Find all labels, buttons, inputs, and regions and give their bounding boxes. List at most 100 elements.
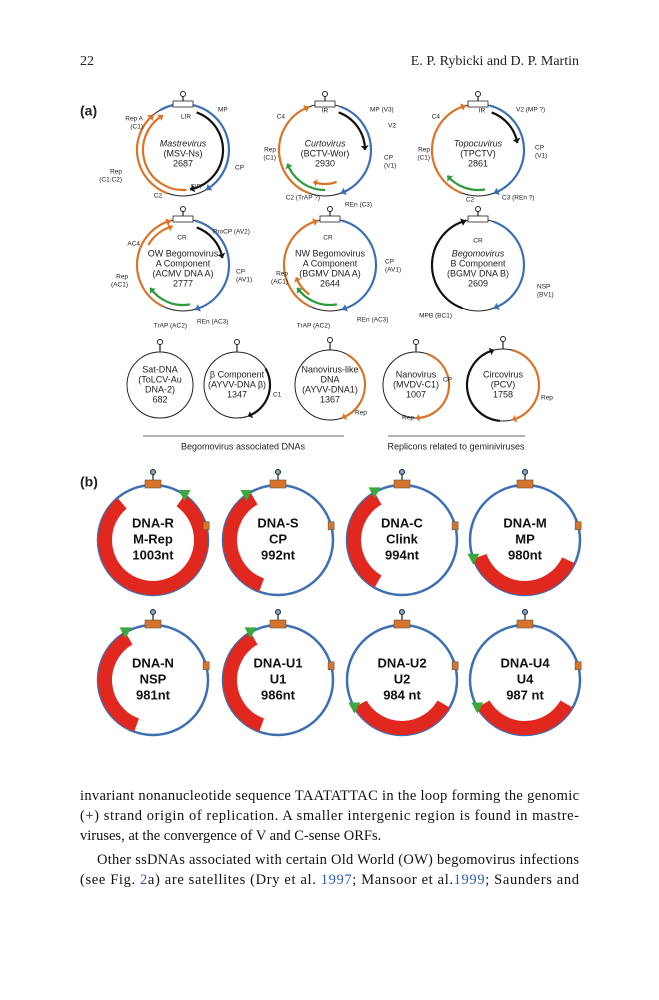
arrowhead	[488, 347, 494, 356]
body-line: (see Fig. 2a) are satellites (Dry et al.…	[80, 872, 580, 888]
orf-annotation: IR	[479, 108, 486, 115]
arrowhead	[493, 302, 500, 310]
genome-label: U4	[517, 671, 534, 686]
orf-arc	[277, 105, 310, 195]
orf-arc	[512, 349, 541, 421]
loop	[327, 337, 333, 343]
genome-label: (BGMV DNA B)	[447, 268, 509, 278]
orf-annotation: SIR	[191, 184, 202, 191]
genome-label: DNA-N	[132, 655, 174, 670]
orf-arc	[489, 104, 526, 195]
motif-box	[202, 661, 210, 671]
orf-annotation: ProCP (AV2)	[213, 229, 250, 236]
genome-label: DNA-2)	[145, 384, 175, 394]
arrowhead	[189, 184, 196, 193]
intergenic-box	[144, 619, 162, 629]
genome-label: B Component	[450, 258, 506, 268]
genome-label: 2777	[173, 278, 193, 288]
loop	[475, 91, 481, 97]
orf-annotation: C3 (REn ?)	[502, 195, 535, 202]
genome-label: DNA-C	[381, 515, 423, 530]
motif-box	[202, 521, 210, 531]
orf-annotation: TrAP (AC2)	[154, 323, 187, 330]
arrowhead	[416, 413, 420, 422]
genome-label: (MSV-Ns)	[164, 148, 203, 158]
motif-box	[574, 521, 582, 531]
genome-label: Sat-DNA	[142, 364, 178, 374]
orf-annotation: NSP	[537, 284, 550, 291]
orf-arc	[135, 113, 168, 195]
orf-annotation: (C1:C2)	[99, 177, 122, 184]
orf-annotation: MP (V3)	[370, 107, 394, 114]
orf-annotation: Rep	[276, 271, 288, 278]
orf-annotation: (C1)	[263, 155, 276, 162]
orf-annotation: V2	[388, 123, 396, 130]
orf-arc	[493, 220, 526, 310]
orf-annotation: CP	[535, 145, 544, 152]
loop	[157, 339, 163, 345]
intergenic-box	[393, 479, 411, 489]
orf-arc	[477, 700, 573, 735]
intergenic-box	[393, 619, 411, 629]
orf-annotation: TrAP (AC2)	[297, 323, 330, 330]
caption: Begomovirus associated DNAs	[181, 441, 306, 451]
genome-label: 2930	[315, 158, 335, 168]
loop	[475, 206, 481, 212]
panel-label: (b)	[80, 474, 98, 490]
orf-arc	[194, 219, 231, 311]
motif-box	[327, 521, 335, 531]
genome-label: OW Begomovirus	[148, 248, 219, 258]
genome-label: 992nt	[261, 547, 296, 562]
arrowhead	[512, 414, 518, 423]
loop	[180, 206, 186, 212]
orf-arc	[135, 219, 172, 308]
orf-annotation: Rep A	[125, 116, 143, 123]
genome-label: 1758	[493, 389, 513, 399]
intergenic-box	[467, 100, 489, 108]
orf-annotation: CR	[323, 235, 333, 242]
arrowhead	[493, 187, 500, 195]
orf-annotation: C2	[154, 193, 163, 200]
arrowhead	[460, 218, 467, 226]
orf-annotation: CP	[384, 155, 393, 162]
orf-arc	[354, 700, 450, 735]
body-line: invariant nonanucleotide sequence TAATAT…	[80, 788, 579, 804]
orf-arc	[465, 349, 500, 422]
genome-label: A Component	[303, 258, 358, 268]
loop	[522, 469, 528, 475]
arrowhead	[512, 137, 521, 144]
genome-label: NW Begomovirus	[295, 248, 366, 258]
arrowhead	[341, 412, 348, 421]
orf-annotation: MPB (BC1)	[419, 313, 452, 320]
genome-label: (BCTV-Wor)	[301, 148, 350, 158]
genome-label: U2	[394, 671, 411, 686]
arrowhead	[217, 252, 226, 259]
orf-annotation: (AV1)	[385, 267, 401, 274]
arrowhead	[341, 304, 348, 312]
genome-label: DNA-S	[257, 515, 298, 530]
arrowhead	[206, 183, 213, 191]
genome-label: Topocuvirus	[454, 138, 503, 148]
arrowhead	[313, 179, 318, 187]
arrowhead	[165, 218, 172, 226]
genome-label: 2687	[173, 158, 193, 168]
orf-annotation: MP	[218, 107, 228, 114]
orf-arc	[98, 632, 140, 732]
loop	[327, 206, 333, 212]
intergenic-box	[269, 479, 287, 489]
genome-label: DNA-R	[132, 515, 174, 530]
text-run: 1997	[321, 872, 352, 888]
orf-annotation: REn (C3)	[345, 202, 372, 209]
arrowhead	[149, 287, 156, 294]
orf-annotation: Rep	[264, 147, 276, 154]
genome-label: Nanovirus	[396, 369, 437, 379]
orf-annotation: C4	[277, 114, 286, 121]
orf-annotation: V2 (MP ?)	[516, 107, 545, 114]
orf-annotation: Rep	[418, 147, 430, 154]
loop	[399, 469, 405, 475]
text-run: ; Saunders and	[485, 872, 580, 888]
arrowhead	[360, 145, 369, 150]
loop	[234, 339, 240, 345]
orf-arc	[296, 287, 338, 307]
motif-box	[451, 661, 459, 671]
